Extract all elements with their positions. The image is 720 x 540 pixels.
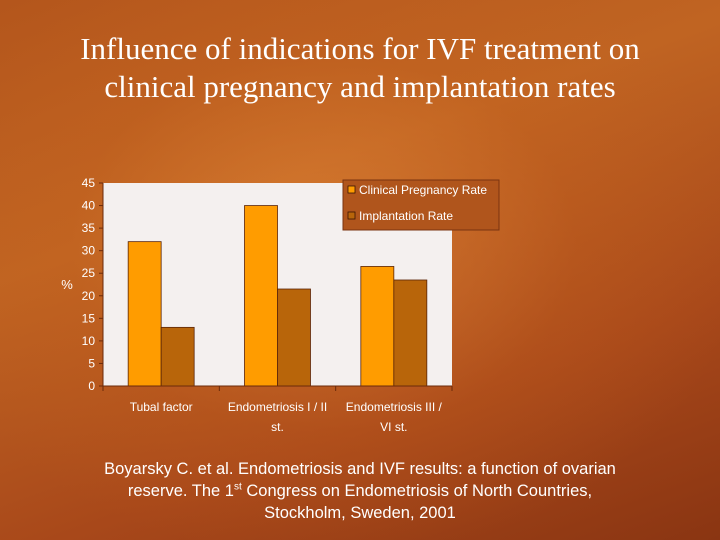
citation-line-2-part-b: Congress on Endometriosis of North Count… [241, 482, 593, 500]
bar-clinical-pregnancy [244, 205, 278, 387]
y-tick-label: 25 [82, 266, 96, 280]
x-category-label: st. [271, 420, 284, 434]
legend-label: Implantation Rate [359, 209, 453, 223]
citation-line-1: Boyarsky C. et al. Endometriosis and IVF… [104, 460, 616, 478]
slide-title-line-2: clinical pregnancy and implantation rate… [104, 69, 616, 104]
bar-implantation [393, 279, 428, 387]
citation-line-3: Stockholm, Sweden, 2001 [264, 504, 456, 522]
citation-line-2: reserve. The 1st Congress on Endometrios… [60, 480, 660, 502]
y-tick-label: 30 [82, 244, 96, 258]
x-category-label: VI st. [380, 420, 407, 434]
legend-swatch-implantation [347, 211, 356, 220]
y-tick-label: 20 [82, 289, 96, 303]
bar-clinical-pregnancy [127, 241, 162, 387]
bar-implantation [160, 326, 195, 387]
x-category-label: Tubal factor [130, 400, 193, 414]
y-tick-label: 5 [88, 356, 95, 370]
y-tick-label: 15 [82, 311, 96, 325]
y-tick-label: 45 [82, 176, 96, 190]
legend-swatch-clinical-pregnancy [347, 185, 356, 194]
legend-box [342, 179, 500, 231]
citation: Boyarsky C. et al. Endometriosis and IVF… [60, 458, 660, 524]
bar-implantation [277, 288, 311, 387]
slide-title-line-1: Influence of indications for IVF treatme… [80, 31, 640, 66]
x-category-label: Endometriosis III / [346, 400, 443, 414]
y-axis-label: % [61, 277, 73, 292]
y-tick-label: 0 [88, 379, 95, 393]
y-tick-label: 40 [82, 199, 96, 213]
citation-superscript: st [233, 481, 242, 493]
slide-title: Influence of indications for IVF treatme… [0, 30, 720, 106]
y-tick-label: 10 [82, 334, 96, 348]
citation-line-2-part-a: reserve. The 1 [127, 482, 234, 500]
x-category-label: Endometriosis I / II [228, 400, 327, 414]
legend-label: Clinical Pregnancy Rate [359, 183, 487, 197]
bar-clinical-pregnancy [360, 266, 395, 387]
y-tick-label: 35 [82, 221, 96, 235]
